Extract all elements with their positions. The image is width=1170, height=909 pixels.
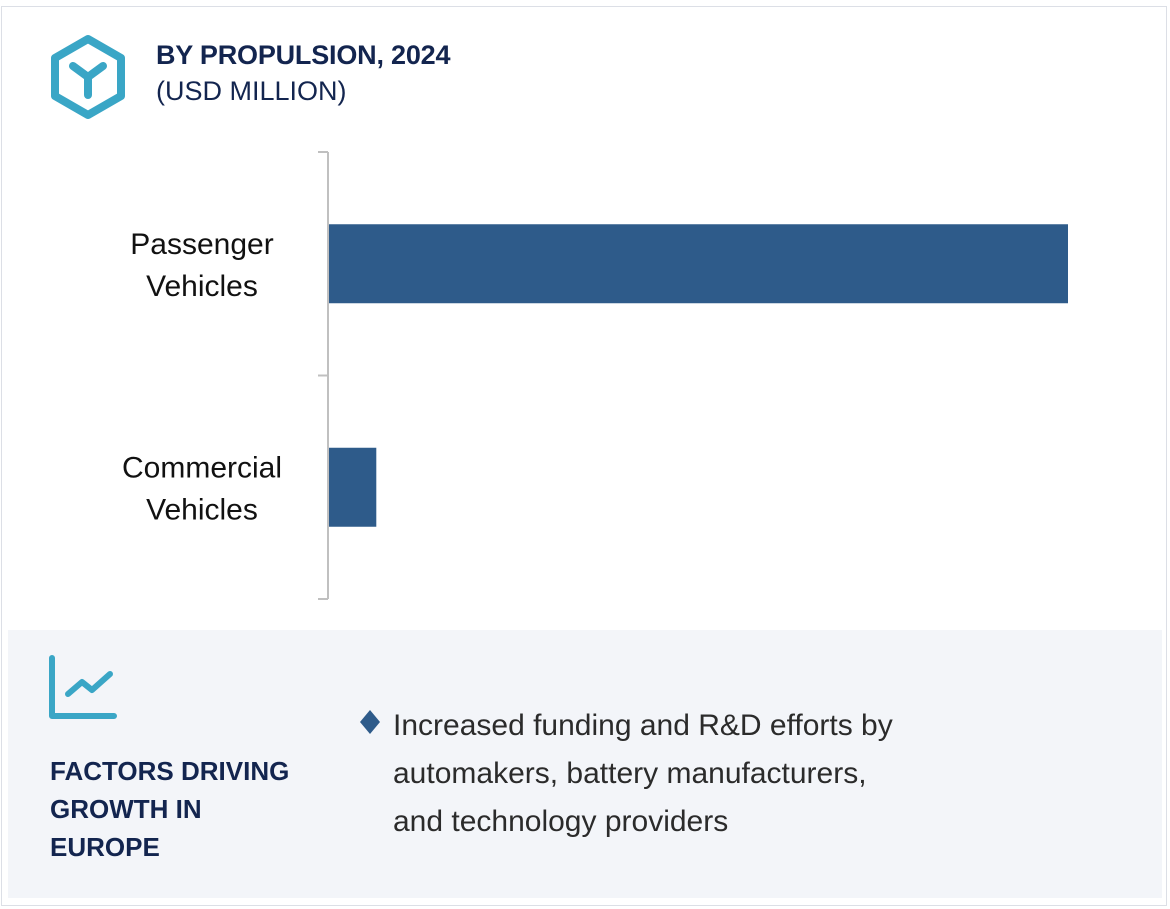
factor-bullet-text: Increased funding and R&D efforts by aut… — [393, 702, 1013, 846]
factor-bullet-line: and technology providers — [393, 805, 729, 838]
factors-title-line: FACTORS DRIVING — [50, 756, 290, 786]
category-label: Passenger Vehicles — [130, 228, 273, 303]
factors-title-line: EUROPE — [50, 832, 160, 862]
category-label-line: Passenger — [130, 228, 273, 261]
factor-bullet-line: automakers, battery manufacturers, — [393, 757, 867, 790]
factor-bullet-line: Increased funding and R&D efforts by — [393, 709, 893, 742]
factors-title: FACTORS DRIVING GROWTH IN EUROPE — [50, 752, 330, 866]
category-label: Commercial Vehicles — [122, 451, 282, 526]
factors-panel — [8, 630, 1162, 898]
category-label-line: Commercial — [122, 451, 282, 484]
chart-title: BY PROPULSION, 2024 — [156, 40, 451, 70]
bar-passenger-vehicles — [329, 224, 1068, 304]
factors-title-line: GROWTH IN — [50, 794, 202, 824]
hexagon-y-icon — [51, 35, 125, 119]
chart-subtitle: (USD MILLION) — [156, 76, 347, 106]
bar-chart: Passenger Vehicles Commercial Vehicles — [122, 151, 1068, 600]
bar-commercial-vehicles — [329, 447, 377, 527]
trend-chart-icon — [49, 655, 117, 719]
category-label-line: Vehicles — [146, 270, 258, 303]
category-label-line: Vehicles — [146, 493, 258, 526]
diamond-bullet-icon — [360, 710, 380, 734]
